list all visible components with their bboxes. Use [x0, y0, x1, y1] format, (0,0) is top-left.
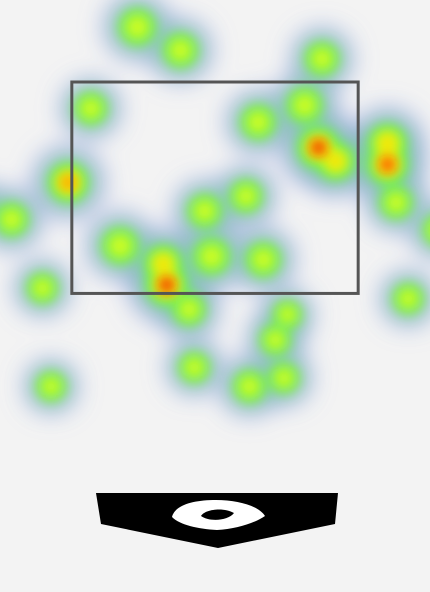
heat-point-28 [274, 368, 294, 388]
heat-point-13 [194, 200, 216, 222]
heat-point-6 [315, 144, 322, 151]
heat-point-3 [80, 98, 102, 119]
strike-zone [70, 80, 360, 295]
heat-point-18 [154, 254, 173, 273]
heat-band-7 [163, 144, 322, 289]
home-plate [96, 493, 338, 548]
heat-point-24 [398, 289, 418, 309]
heat-point-14 [61, 175, 76, 190]
heat-point-27 [239, 376, 260, 397]
heat-point-29 [41, 377, 61, 396]
heat-point-5 [293, 94, 316, 117]
heat-point-19 [200, 244, 224, 268]
heat-point-23 [32, 278, 53, 298]
heat-point-15 [0, 208, 23, 230]
heat-point-12 [235, 185, 257, 207]
heat-band-2 [0, 7, 430, 404]
heat-point-7 [326, 152, 345, 171]
heat-point-21 [163, 281, 170, 289]
heat-point-8 [378, 134, 397, 153]
heat-point-11 [422, 216, 430, 244]
heat-point-0 [125, 15, 149, 39]
heat-point-26 [184, 357, 204, 377]
heat-point-9 [382, 159, 393, 170]
heat-point-20 [252, 248, 275, 271]
heat-point-1 [169, 39, 192, 62]
heat-point-22 [178, 299, 200, 320]
heat-point-4 [247, 111, 270, 134]
heat-point-17 [108, 234, 132, 258]
heat-point-25 [265, 330, 285, 350]
plate-logo-icon [172, 500, 265, 530]
heat-point-30 [278, 305, 297, 324]
heat-point-10 [385, 192, 407, 213]
heat-layer [0, 0, 430, 418]
heat-point-2 [311, 48, 333, 70]
